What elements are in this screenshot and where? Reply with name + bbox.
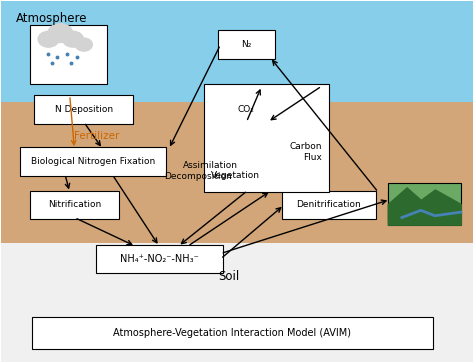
FancyBboxPatch shape — [30, 191, 119, 219]
FancyBboxPatch shape — [388, 191, 458, 219]
Text: N Deposition: N Deposition — [55, 105, 113, 114]
FancyBboxPatch shape — [35, 95, 133, 124]
Bar — [1, 243, 473, 362]
FancyBboxPatch shape — [30, 25, 108, 84]
Text: Decomposition: Decomposition — [164, 172, 232, 181]
Circle shape — [38, 31, 59, 47]
Bar — [388, 183, 461, 225]
Text: Denitrification: Denitrification — [297, 200, 361, 209]
FancyBboxPatch shape — [204, 84, 329, 192]
Circle shape — [63, 31, 83, 47]
Circle shape — [48, 24, 73, 42]
FancyBboxPatch shape — [20, 147, 166, 176]
Text: N₂: N₂ — [241, 40, 252, 49]
Bar — [1, 102, 473, 243]
FancyBboxPatch shape — [96, 245, 223, 273]
Text: Nitrification: Nitrification — [48, 200, 101, 209]
Bar — [1, 1, 473, 102]
Text: Vegetation: Vegetation — [211, 171, 260, 180]
Text: Leaching: Leaching — [403, 200, 444, 209]
Text: Assimilation: Assimilation — [183, 161, 238, 170]
FancyBboxPatch shape — [32, 317, 433, 349]
Text: Atmosphere-Vegetation Interaction Model (AVIM): Atmosphere-Vegetation Interaction Model … — [113, 328, 351, 338]
Circle shape — [75, 38, 92, 51]
Text: CO₂: CO₂ — [238, 105, 255, 114]
Text: Fertilizer: Fertilizer — [74, 131, 120, 142]
Text: Atmosphere: Atmosphere — [16, 12, 87, 25]
Text: Carbon
Flux: Carbon Flux — [289, 142, 322, 162]
FancyBboxPatch shape — [282, 191, 376, 219]
Text: NH₄⁺-NO₂⁻-NH₃⁻: NH₄⁺-NO₂⁻-NH₃⁻ — [120, 254, 199, 264]
Text: Biological Nitrogen Fixation: Biological Nitrogen Fixation — [31, 157, 155, 166]
FancyBboxPatch shape — [218, 30, 275, 59]
FancyBboxPatch shape — [218, 95, 275, 124]
Text: Soil: Soil — [218, 270, 239, 283]
